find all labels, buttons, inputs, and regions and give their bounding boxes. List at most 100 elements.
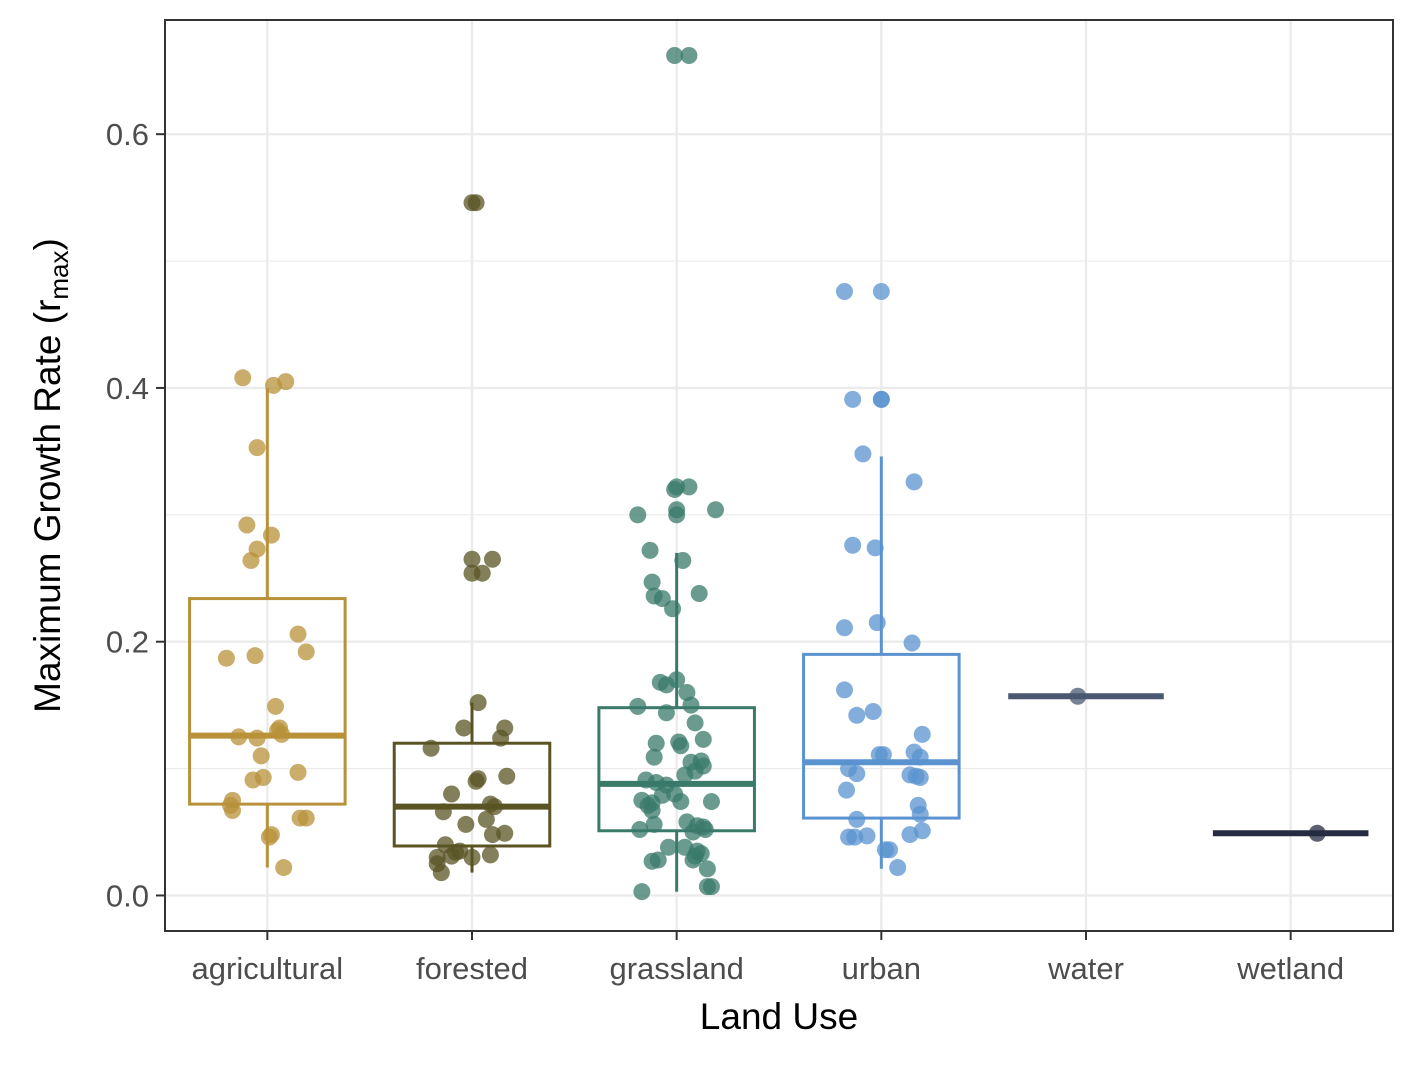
- data-point: [657, 704, 675, 722]
- data-point: [457, 815, 475, 833]
- data-point: [262, 526, 280, 544]
- data-point: [246, 647, 264, 665]
- data-point: [866, 539, 884, 557]
- box-iqr: [188, 597, 347, 806]
- data-point: [846, 828, 864, 846]
- data-point: [463, 848, 481, 866]
- y-axis-title-main: Maximum Growth Rate (r: [27, 300, 68, 713]
- data-point: [469, 694, 487, 712]
- x-axis: agricultural forested grassland urban water w…: [192, 931, 1344, 986]
- data-point: [434, 803, 452, 821]
- data-point: [234, 369, 252, 387]
- data-point: [289, 763, 307, 781]
- data-point: [498, 767, 516, 785]
- data-point: [492, 729, 510, 747]
- data-point: [248, 729, 266, 747]
- box-agricultural: [188, 387, 347, 868]
- data-point: [680, 478, 698, 496]
- data-point: [903, 634, 921, 652]
- data-point: [666, 47, 684, 65]
- data-point: [659, 838, 677, 856]
- data-point: [702, 793, 720, 811]
- data-point: [901, 826, 919, 844]
- data-point: [289, 625, 307, 643]
- data-point: [848, 765, 866, 783]
- data-point: [629, 697, 647, 715]
- data-point: [905, 473, 923, 491]
- data-point: [224, 801, 242, 819]
- data-point: [680, 47, 698, 65]
- box-iqr: [392, 741, 552, 848]
- data-point: [694, 730, 712, 748]
- data-point: [872, 390, 890, 408]
- data-point: [874, 746, 892, 764]
- data-point: [244, 771, 262, 789]
- points-agricultural: [217, 369, 315, 877]
- data-point: [297, 809, 315, 827]
- data-point: [848, 810, 866, 828]
- data-point: [633, 883, 651, 901]
- data-point: [260, 828, 278, 846]
- data-point: [674, 552, 692, 570]
- x-axis-title: Land Use: [700, 996, 858, 1037]
- data-point: [682, 696, 700, 714]
- data-point: [872, 283, 890, 301]
- data-point: [672, 737, 690, 755]
- data-point: [835, 283, 853, 301]
- x-tick-label: agricultural: [192, 951, 344, 986]
- data-point: [641, 541, 659, 559]
- y-axis: 0.0 0.2 0.4 0.6: [106, 117, 165, 913]
- data-point: [273, 725, 291, 743]
- data-point: [848, 706, 866, 724]
- data-point: [702, 878, 720, 896]
- box-iqr: [597, 706, 756, 833]
- data-point: [835, 681, 853, 699]
- data-point: [483, 826, 501, 844]
- data-point: [297, 643, 315, 661]
- data-point: [690, 584, 708, 602]
- y-axis-title-close: ): [27, 238, 68, 250]
- data-point: [889, 859, 907, 877]
- box-iqr: [802, 652, 961, 820]
- data-point: [838, 781, 856, 799]
- y-axis-title: Maximum Growth Rate (rmax): [27, 238, 74, 713]
- data-point: [911, 748, 929, 766]
- data-point: [477, 810, 495, 828]
- data-point: [647, 734, 665, 752]
- data-point: [645, 748, 663, 766]
- x-tick-label: wetland: [1236, 951, 1344, 986]
- data-point: [463, 550, 481, 568]
- data-point: [668, 671, 686, 689]
- data-point: [868, 614, 886, 632]
- points-wetland: [1308, 824, 1326, 842]
- data-point: [252, 747, 270, 765]
- y-tick-label: 0.4: [106, 371, 149, 406]
- data-point: [676, 766, 694, 784]
- data-point: [422, 739, 440, 757]
- data-point: [1069, 687, 1087, 705]
- data-point: [631, 820, 649, 838]
- data-point: [432, 864, 450, 882]
- points-forested: [422, 194, 516, 882]
- data-point: [666, 480, 684, 498]
- data-point: [496, 824, 514, 842]
- x-tick-label: forested: [416, 951, 528, 986]
- data-point: [643, 573, 661, 591]
- points-grassland: [629, 47, 725, 901]
- data-point: [455, 719, 473, 737]
- x-tick-label: grassland: [609, 951, 743, 986]
- data-point: [881, 841, 899, 859]
- data-point: [483, 550, 501, 568]
- y-tick-label: 0.2: [106, 625, 149, 660]
- panel-border: [164, 19, 1394, 932]
- data-point: [277, 373, 295, 391]
- data-point: [858, 827, 876, 845]
- points-urban: [835, 283, 931, 877]
- data-point: [443, 847, 461, 865]
- data-point: [443, 785, 461, 803]
- y-axis-title-subscript: max: [44, 250, 74, 299]
- data-point: [473, 564, 491, 582]
- y-tick-label: 0.6: [106, 117, 149, 152]
- data-point: [684, 851, 702, 869]
